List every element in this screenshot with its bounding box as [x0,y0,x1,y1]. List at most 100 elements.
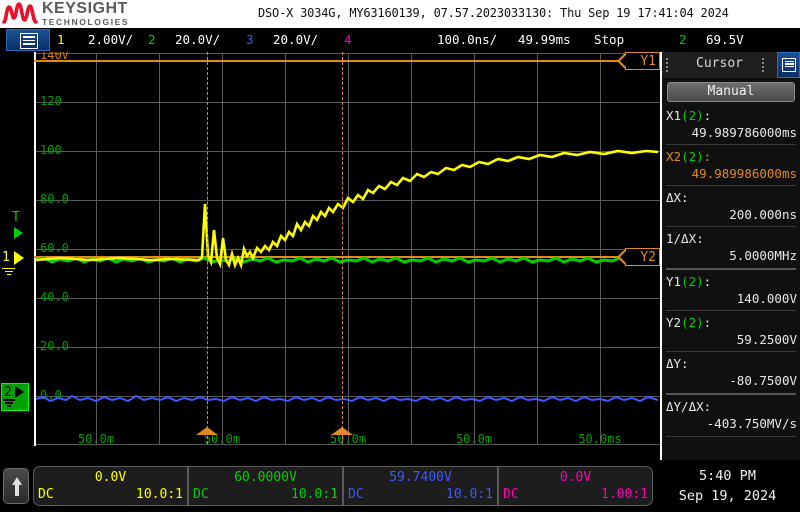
instrument-identification: DSO-X 3034G, MY63160139, 07.57.202303313… [258,6,729,20]
status-channel-1[interactable]: 0.0V DC 10.0:1 [33,466,188,506]
trigger-level-marker[interactable]: T [12,210,20,225]
vtick-80: 80.0 [40,192,69,206]
ttick-1: 50.0m [77,432,115,446]
brand-name: KEYSIGHT [42,0,128,17]
cursor-y1-colon: : [703,274,712,289]
cursor-panel-title: Cursor [696,56,743,71]
cursor-x1-line[interactable] [207,52,208,444]
up-arrow-stem [15,485,19,496]
cursor-x1-label: X1(2): [666,108,711,123]
channel-4-number[interactable]: 4 [344,32,352,47]
cursor-y1-tag[interactable]: Y1 [617,52,660,70]
cursor-x2-line[interactable] [342,52,343,444]
channel-3-number[interactable]: 3 [246,32,254,47]
cursor-panel-menu-button[interactable] [777,52,800,78]
status-ch1-coupling: DC [38,487,54,502]
cursor-y2-name: Y2 [666,315,682,330]
channel-3-scale[interactable]: 20.0V/ [273,32,319,47]
ground-symbol-icon [2,266,15,275]
timebase-value[interactable]: 100.0ns/ [437,32,498,47]
waveform-display[interactable]: 140V 120 100 80.0 60.0 40.0 20.0 0.0 50.… [0,52,662,460]
vtick-120: 120 [40,94,62,108]
cursor-x2-flag [331,427,353,435]
cursor-x1-colon: : [703,108,712,123]
cursor-x1-flag [196,427,218,435]
vtick-100: 100 [40,143,62,157]
status-ch2-coupling: DC [193,487,209,502]
vtick-60: 60.0 [40,241,69,255]
top-brand-bar: KEYSIGHT TECHNOLOGIES DSO-X 3034G, MY631… [0,0,800,28]
clock: 5:40 PM Sep 19, 2024 [655,468,800,504]
channel-1-scale[interactable]: 2.00V/ [88,32,134,47]
cursor-y1-label: Y1(2): [666,274,711,289]
expand-panel-button[interactable] [3,468,29,504]
cursor-y2-tag[interactable]: Y2 [617,247,660,266]
up-arrow-icon [12,477,22,485]
hamburger-icon [782,58,796,72]
channel-2-ground-marker[interactable]: 2 [1,383,29,411]
cursor-x2-colon: : [703,149,712,164]
status-bar: 0.0V DC 10.0:1 60.0000V DC 10.0:1 59.740… [0,460,800,512]
clock-time: 5:40 PM [699,468,756,484]
cursor-inv-delta-x-label: 1/ΔX: [666,231,704,246]
cursor-y2-line[interactable] [34,256,660,258]
status-ch2-offset: 60.0000V [234,470,297,485]
vtick-40: 40.0 [40,290,69,304]
hamburger-icon [20,33,38,49]
cursor-delta-x-label: ΔX: [666,190,689,205]
status-ch3-ratio: 10.0:1 [446,487,493,502]
panel-grip-left-icon[interactable] [666,58,671,72]
status-ch4-coupling: DC [503,487,519,502]
graticule-right-border [660,52,662,460]
run-state[interactable]: Stop [594,32,625,47]
panel-grip-right-icon[interactable] [762,58,767,72]
channel-1-ground-arrow-icon [14,251,24,265]
status-channel-3[interactable]: 59.7400V DC 10.0:1 [343,466,498,506]
channel-2-ground-label: 2 [4,385,12,400]
cursor-delta-y-value: -80.7500V [729,373,797,388]
graticule-left-border [34,52,36,446]
channel-2-ground-arrow-icon [15,386,24,398]
cursor-slope-value: -403.750MV/s [706,416,797,431]
cursor-panel-header: Cursor [662,52,800,78]
cursor-x2-source: (2) [681,149,704,164]
cursor-mode-button[interactable]: Manual [667,82,795,102]
trigger-level[interactable]: 69.5V [706,32,744,47]
vtick-20: 20.0 [40,339,69,353]
status-channel-4[interactable]: 0.0V DC 1.00:1 [498,466,653,506]
cursor-y1-source: (2) [681,274,704,289]
main-menu-button[interactable] [6,29,50,51]
cursor-inv-delta-x-value: 5.0000MHz [729,248,797,263]
cursor-delta-x-value: 200.000ns [729,207,797,222]
channel-2-number[interactable]: 2 [148,32,156,47]
channel-2-scale[interactable]: 20.0V/ [175,32,221,47]
cursor-x1-value: 49.989786000ms [691,125,797,140]
vtick-140: 140V [40,52,69,62]
ttick-2: 50.0m [203,432,241,446]
channel-1-ground-label: 1 [2,250,10,265]
cursor-panel[interactable]: Cursor Manual X1(2): 49.989786000ms X2(2… [662,52,800,460]
cursor-y2-label: Y2(2): [666,315,711,330]
keysight-logo: KEYSIGHT TECHNOLOGIES [2,1,142,27]
brand-sub: TECHNOLOGIES [42,17,130,27]
channel-1-number[interactable]: 1 [57,32,65,47]
status-channel-2[interactable]: 60.0000V DC 10.0:1 [188,466,343,506]
trigger-arrow-icon [14,227,23,239]
ground-symbol-icon-2 [3,399,15,407]
clock-date: Sep 19, 2024 [678,488,777,504]
cursor-x2-label: X2(2): [666,149,711,164]
trigger-source[interactable]: 2 [679,32,687,47]
cursor-y1-name: Y1 [666,274,682,289]
cursor-x1-name: X1 [666,108,682,123]
cursor-delta-y-label: ΔY: [666,356,689,371]
cursor-y2-colon: : [703,315,712,330]
cursor-y1-line[interactable] [34,60,660,62]
ttick-3: 50.0m [329,432,367,446]
cursor-y2-value: 59.2500V [736,332,797,347]
trace-layer [35,149,659,403]
status-ch2-ratio: 10.0:1 [291,487,338,502]
delay-value[interactable]: 49.99ms [518,32,571,47]
status-ch1-offset: 0.0V [94,470,127,485]
trace-channel-2 [35,256,658,264]
